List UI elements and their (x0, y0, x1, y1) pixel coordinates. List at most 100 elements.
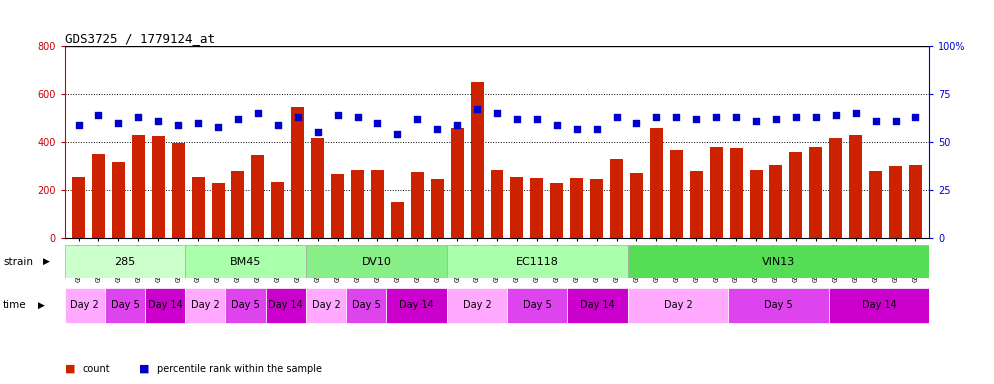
Text: time: time (3, 300, 27, 310)
Bar (690, 171, 703, 238)
Text: VIN13: VIN13 (762, 257, 795, 266)
Text: BM45: BM45 (230, 257, 261, 266)
Point (688, 116, 704, 122)
Text: Day 2: Day 2 (312, 300, 340, 310)
Bar (849, 135, 862, 238)
Point (509, 116, 525, 122)
Point (808, 114, 824, 120)
Text: Day 14: Day 14 (148, 300, 183, 310)
Point (130, 114, 146, 120)
Text: Day 2: Day 2 (664, 300, 693, 310)
Bar (749, 170, 762, 238)
Text: ■: ■ (65, 364, 76, 374)
Point (788, 114, 804, 120)
Point (290, 114, 306, 120)
Point (868, 118, 884, 124)
Bar (306, 245, 446, 278)
Bar (869, 171, 882, 238)
Bar (152, 136, 165, 238)
Text: Day 14: Day 14 (580, 300, 615, 310)
Bar (650, 127, 663, 238)
Text: Day 2: Day 2 (71, 300, 99, 310)
Point (648, 114, 664, 120)
Text: EC1118: EC1118 (516, 257, 559, 266)
Bar (710, 147, 723, 238)
Bar (889, 166, 902, 238)
Bar (470, 82, 483, 238)
Point (230, 116, 246, 122)
Bar (630, 173, 643, 238)
Point (269, 122, 285, 128)
Point (888, 118, 904, 124)
Bar (446, 245, 628, 278)
Bar (73, 177, 85, 238)
Text: Day 5: Day 5 (523, 300, 552, 310)
Point (449, 122, 465, 128)
Bar (590, 179, 603, 238)
Text: DV10: DV10 (362, 257, 392, 266)
Point (390, 131, 406, 137)
Bar (291, 107, 304, 238)
Bar (411, 172, 423, 238)
Point (249, 110, 265, 116)
Bar (185, 288, 226, 323)
Point (110, 120, 126, 126)
Point (828, 112, 844, 118)
Bar (551, 183, 564, 238)
Point (549, 122, 565, 128)
Bar (226, 288, 265, 323)
Bar (490, 170, 504, 238)
Text: strain: strain (3, 257, 33, 266)
Text: percentile rank within the sample: percentile rank within the sample (157, 364, 322, 374)
Bar (271, 182, 284, 238)
Bar (729, 288, 829, 323)
Bar (628, 245, 929, 278)
Point (429, 126, 445, 132)
Text: Day 2: Day 2 (462, 300, 491, 310)
Bar (65, 288, 104, 323)
Point (628, 120, 644, 126)
Bar (331, 174, 344, 238)
Bar (145, 288, 185, 323)
Point (469, 106, 485, 113)
Bar (192, 177, 205, 238)
Point (71, 122, 86, 128)
Bar (730, 148, 743, 238)
Point (90, 112, 106, 118)
Text: Day 2: Day 2 (191, 300, 220, 310)
Bar (132, 135, 145, 238)
Bar (670, 151, 683, 238)
Bar (568, 288, 628, 323)
Bar (351, 170, 364, 238)
Bar (306, 288, 346, 323)
Bar (571, 178, 583, 238)
Bar (450, 127, 463, 238)
Bar (185, 245, 306, 278)
Point (310, 129, 326, 136)
Text: ▶: ▶ (43, 257, 50, 266)
Bar (829, 139, 842, 238)
Text: GDS3725 / 1779124_at: GDS3725 / 1779124_at (65, 32, 215, 45)
Point (768, 116, 784, 122)
Bar (909, 165, 921, 238)
Text: ▶: ▶ (38, 301, 45, 310)
Point (210, 124, 226, 130)
Bar (531, 178, 544, 238)
Bar (92, 154, 105, 238)
Point (668, 114, 684, 120)
Bar (769, 165, 782, 238)
Bar (311, 139, 324, 238)
Text: 285: 285 (114, 257, 135, 266)
Bar (251, 155, 264, 238)
Text: Day 5: Day 5 (764, 300, 793, 310)
Bar (265, 288, 306, 323)
Text: Day 14: Day 14 (400, 300, 434, 310)
Point (908, 114, 923, 120)
Bar (446, 288, 507, 323)
Text: Day 14: Day 14 (268, 300, 303, 310)
Point (748, 118, 764, 124)
Text: Day 5: Day 5 (232, 300, 260, 310)
Bar (430, 179, 443, 238)
Bar (511, 177, 524, 238)
Bar (346, 288, 387, 323)
